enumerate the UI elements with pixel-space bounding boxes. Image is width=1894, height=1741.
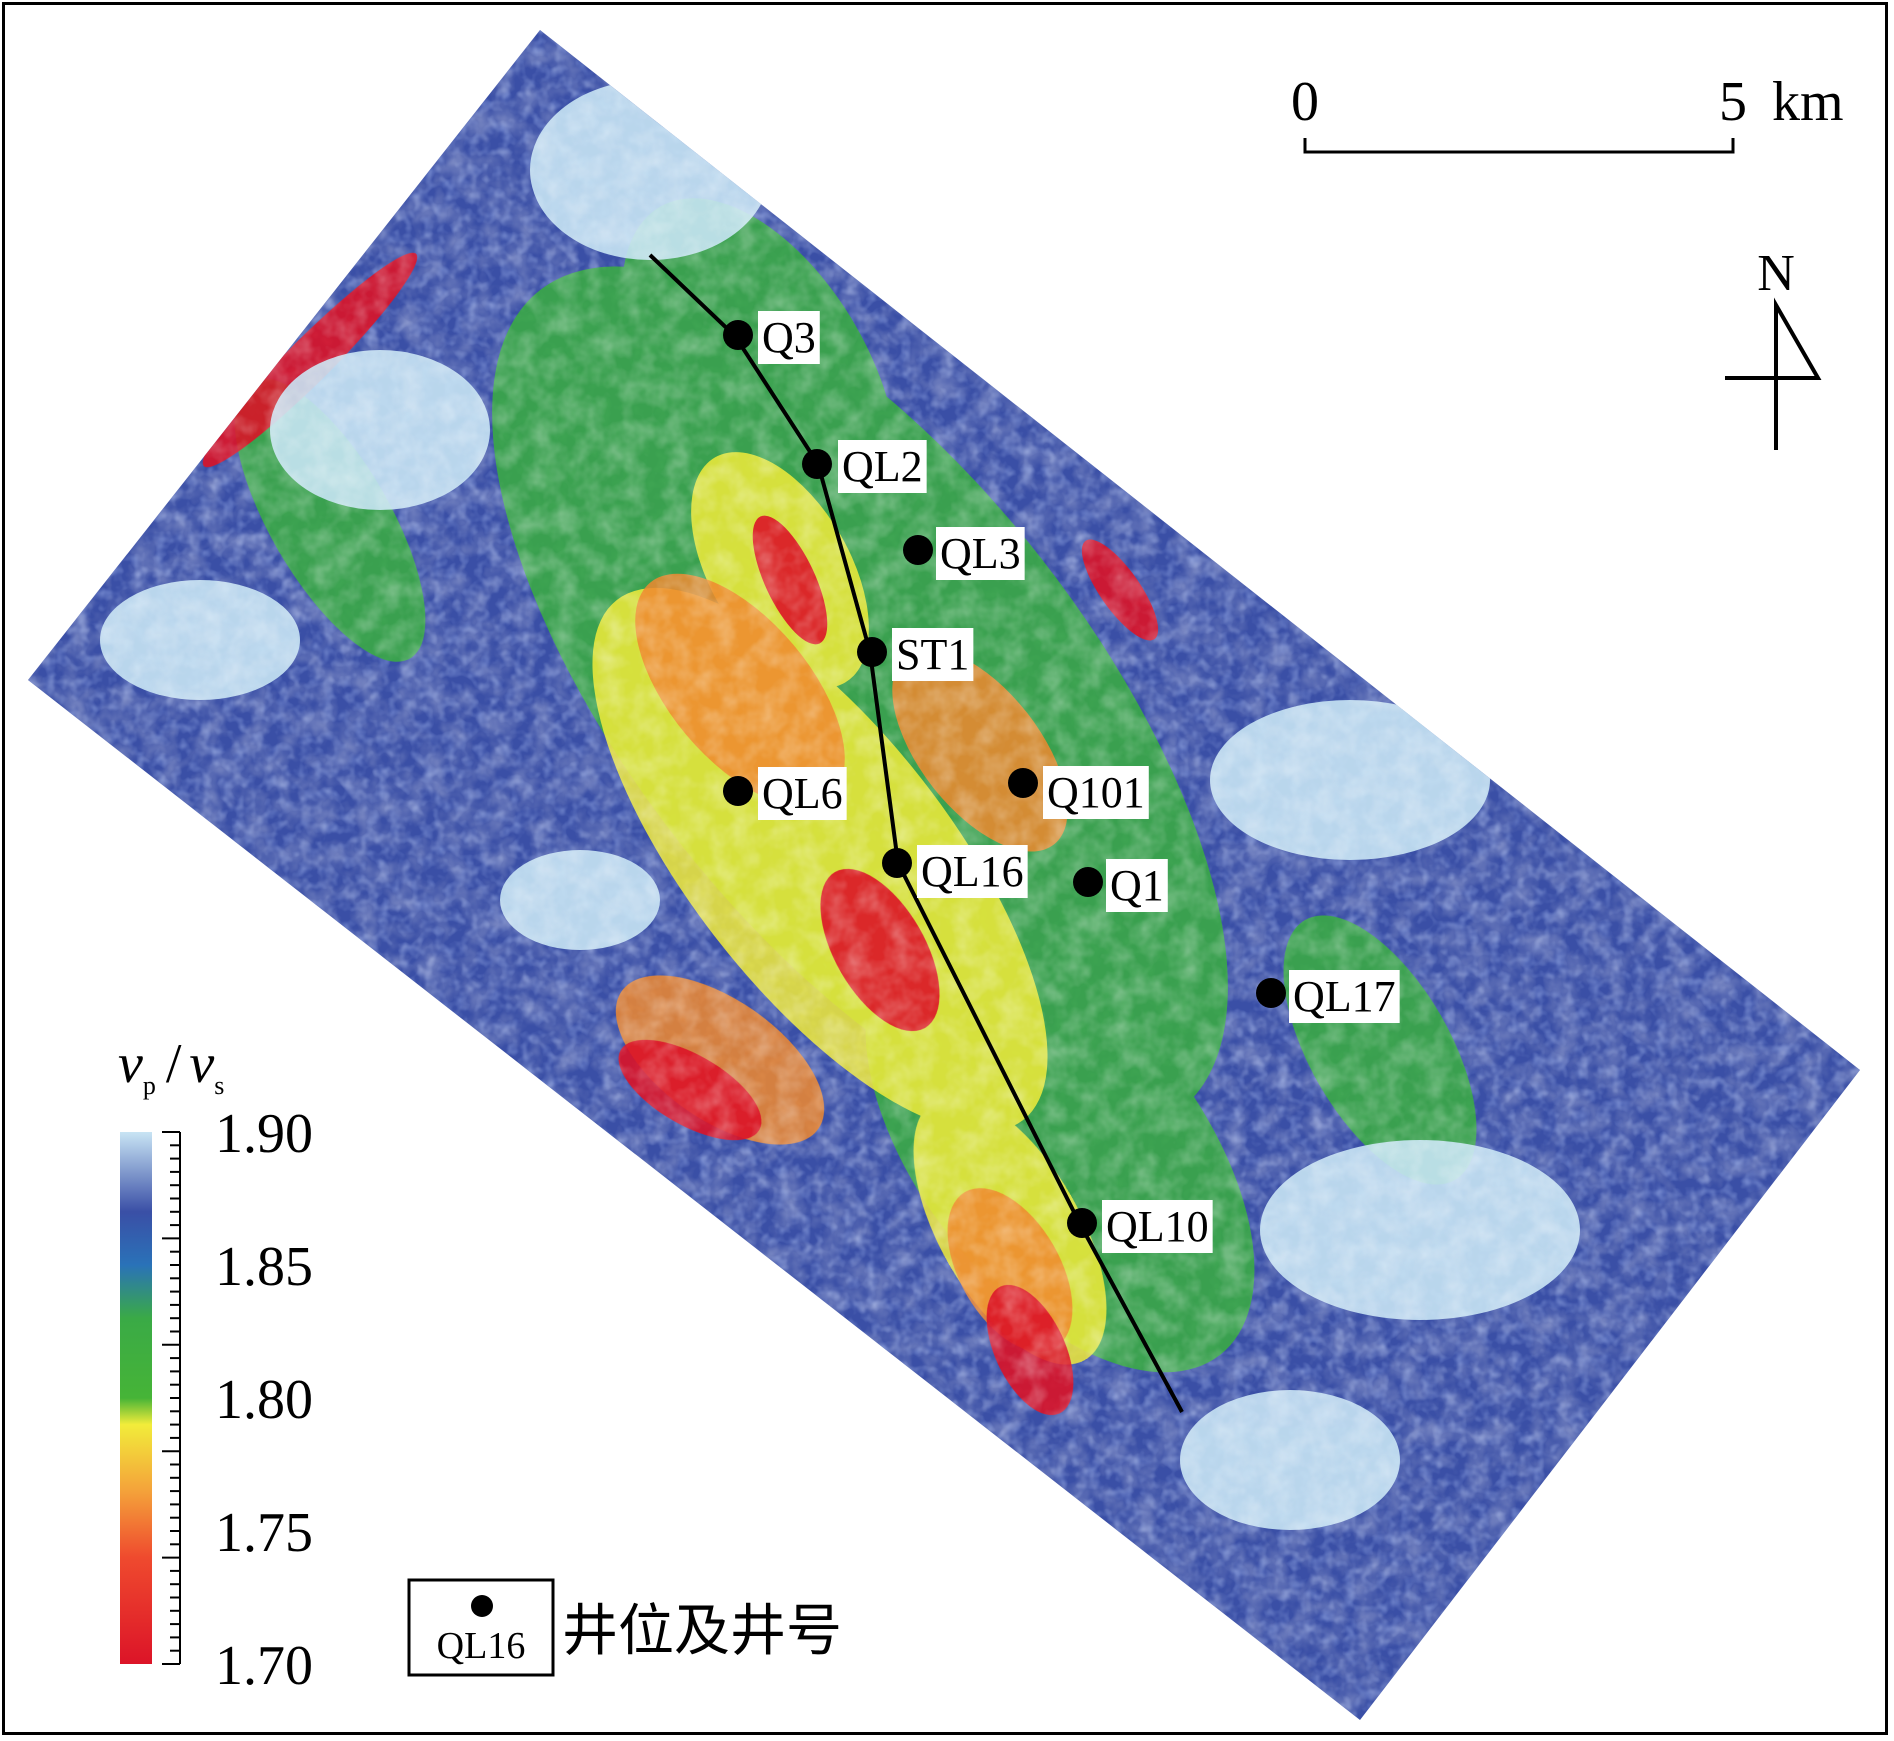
well-marker: QL3 bbox=[903, 527, 1025, 580]
well-dot bbox=[1256, 978, 1286, 1008]
well-layer: Q3 QL2 QL3 ST1 QL6 Q101 QL16 Q1 QL17 QL10 bbox=[723, 311, 1400, 1253]
color-scale-ticks bbox=[162, 1131, 181, 1665]
well-dot bbox=[882, 848, 912, 878]
color-scale-bar bbox=[120, 1132, 152, 1664]
color-scale-tick-label: 1.70 bbox=[215, 1635, 313, 1697]
legend-well-label: QL16 bbox=[437, 1625, 526, 1667]
north-arrow-icon: N bbox=[1725, 245, 1822, 450]
well-dot bbox=[857, 637, 887, 667]
well-dot bbox=[1008, 768, 1038, 798]
well-dot bbox=[1073, 867, 1103, 897]
color-scale-tick-labels: 1.90 1.85 1.80 1.75 1.70 bbox=[215, 1103, 313, 1697]
scale-unit-label: km bbox=[1772, 71, 1844, 133]
well-label-background bbox=[758, 767, 847, 820]
well-dot bbox=[903, 535, 933, 565]
well-label-background bbox=[1043, 766, 1149, 819]
scale-bar: 0 5 km bbox=[1291, 71, 1844, 154]
well-marker: Q3 bbox=[723, 311, 820, 364]
north-label: N bbox=[1757, 245, 1795, 302]
well-dot bbox=[723, 320, 753, 350]
well-marker: Q101 bbox=[1008, 766, 1149, 819]
legend-description: 井位及井号 bbox=[562, 1599, 842, 1664]
well-label: QL2 bbox=[842, 442, 923, 491]
legend-well-symbol bbox=[471, 1595, 493, 1617]
well-label-background bbox=[758, 311, 820, 364]
well-dot bbox=[802, 449, 832, 479]
well-dot bbox=[723, 776, 753, 806]
well-marker: ST1 bbox=[857, 628, 974, 681]
well-label: QL16 bbox=[921, 847, 1024, 896]
well-label-background bbox=[1106, 859, 1168, 912]
well-marker: QL6 bbox=[723, 767, 847, 820]
well-label-background bbox=[917, 845, 1028, 898]
well-marker: QL16 bbox=[882, 845, 1028, 898]
well-label: ST1 bbox=[896, 630, 969, 679]
well-label: QL10 bbox=[1106, 1202, 1209, 1251]
color-scale-tick-label: 1.80 bbox=[215, 1369, 313, 1431]
well-label: Q3 bbox=[762, 313, 816, 362]
scale-end-label: 5 bbox=[1719, 71, 1747, 133]
scale-start-label: 0 bbox=[1291, 71, 1319, 133]
well-label-background bbox=[892, 628, 974, 681]
well-label: QL3 bbox=[940, 529, 1021, 578]
color-scale-tick-label: 1.90 bbox=[215, 1103, 313, 1165]
well-label-background bbox=[1289, 970, 1400, 1023]
well-marker: QL17 bbox=[1256, 970, 1400, 1023]
color-scale-tick-label: 1.85 bbox=[215, 1236, 313, 1298]
well-marker: QL2 bbox=[802, 440, 927, 493]
color-scale: vp / vs 1.90 1.85 1.80 1.75 1.70 bbox=[118, 1033, 313, 1697]
legend: QL16 井位及井号 bbox=[407, 1578, 842, 1677]
well-label: QL17 bbox=[1293, 972, 1396, 1021]
well-label: Q101 bbox=[1047, 768, 1145, 817]
well-label-background bbox=[936, 527, 1025, 580]
well-dot bbox=[1067, 1208, 1097, 1238]
well-marker: QL10 bbox=[1067, 1200, 1213, 1253]
well-label: Q1 bbox=[1110, 861, 1164, 910]
well-label-background bbox=[1102, 1200, 1213, 1253]
well-marker: Q1 bbox=[1073, 859, 1168, 912]
color-scale-tick-label: 1.75 bbox=[215, 1502, 313, 1564]
color-scale-title: vp / vs bbox=[118, 1033, 224, 1100]
well-label: QL6 bbox=[762, 769, 843, 818]
well-label-background bbox=[838, 440, 927, 493]
